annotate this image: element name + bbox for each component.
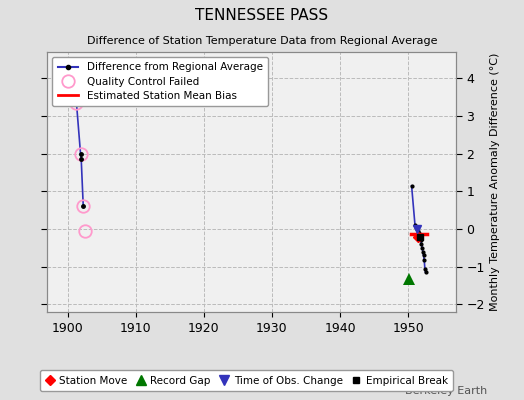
Text: Berkeley Earth: Berkeley Earth [405,386,487,396]
Text: Difference of Station Temperature Data from Regional Average: Difference of Station Temperature Data f… [87,36,437,46]
Text: TENNESSEE PASS: TENNESSEE PASS [195,8,329,23]
Y-axis label: Monthly Temperature Anomaly Difference (°C): Monthly Temperature Anomaly Difference (… [490,53,500,311]
Legend: Difference from Regional Average, Quality Control Failed, Estimated Station Mean: Difference from Regional Average, Qualit… [52,57,268,106]
Legend: Station Move, Record Gap, Time of Obs. Change, Empirical Break: Station Move, Record Gap, Time of Obs. C… [39,370,453,391]
